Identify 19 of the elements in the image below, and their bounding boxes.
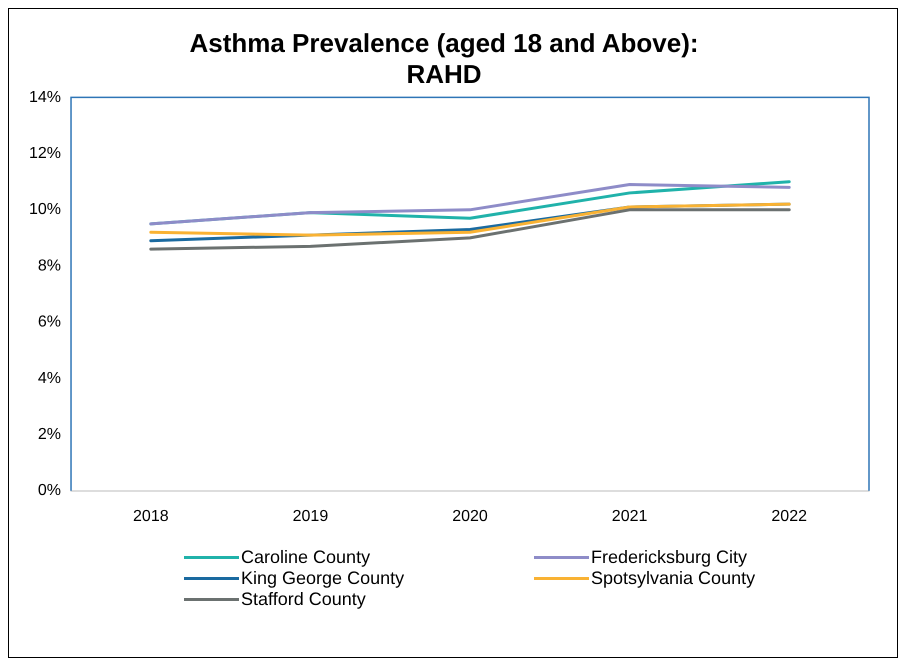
legend-label: Stafford County (241, 589, 366, 610)
legend-label: Spotsylvania County (591, 568, 756, 589)
y-tick-label: 14% (28, 88, 62, 106)
legend-label: Fredericksburg City (591, 547, 748, 568)
chart-title: Asthma Prevalence (aged 18 and Above): RAHD (189, 28, 699, 89)
y-tick-label: 0% (38, 482, 62, 500)
y-tick-label: 10% (28, 201, 62, 218)
y-tick-label: 8% (38, 257, 62, 274)
y-tick-label: 6% (38, 314, 62, 331)
legend-label: King George County (241, 568, 404, 589)
y-tick-label: 4% (38, 370, 62, 387)
x-tick-label: 2019 (292, 508, 328, 525)
x-tick-label: 2022 (771, 508, 808, 525)
x-tick-label: 2020 (452, 508, 488, 525)
x-tick-label: 2021 (612, 508, 648, 525)
y-tick-label: 12% (28, 145, 62, 162)
x-tick-label: 2018 (133, 508, 169, 525)
legend-label: Caroline County (241, 547, 370, 568)
y-tick-label: 2% (38, 426, 62, 444)
